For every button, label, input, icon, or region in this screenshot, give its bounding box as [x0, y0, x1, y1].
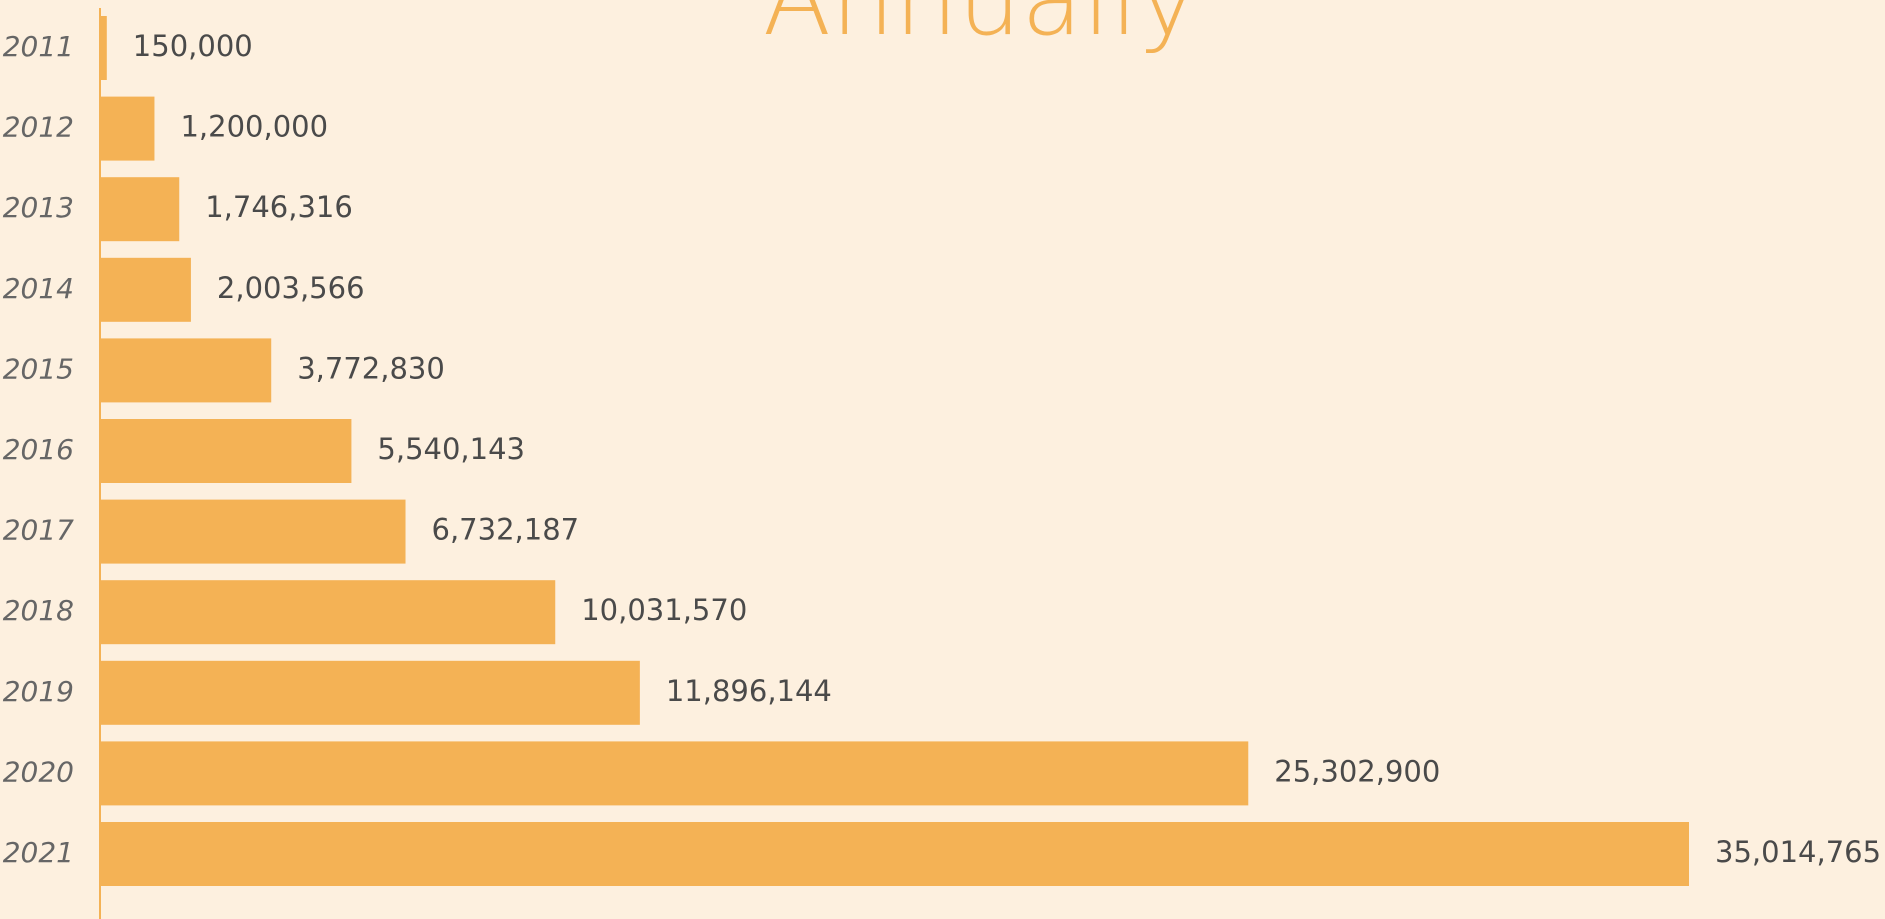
bar	[100, 499, 406, 564]
bar	[100, 338, 272, 403]
y-tick-label: 2018	[3, 594, 74, 627]
y-tick-label: 2013	[3, 191, 74, 224]
bar	[100, 16, 107, 80]
data-label: 2,003,566	[217, 271, 365, 305]
chart-title: Annually	[763, 0, 1198, 58]
data-label: 10,031,570	[581, 593, 747, 627]
bar	[100, 177, 180, 242]
data-label: 11,896,144	[666, 674, 832, 708]
data-label: 6,732,187	[432, 513, 580, 547]
y-tick-label: 2020	[3, 755, 74, 788]
y-tick-label: 2019	[3, 675, 74, 708]
data-label: 35,014,765	[1715, 835, 1881, 869]
data-label: 1,200,000	[180, 110, 328, 144]
bar	[100, 96, 155, 161]
bar	[100, 580, 556, 645]
bar	[100, 257, 191, 322]
data-label: 25,302,900	[1274, 754, 1440, 788]
bar	[100, 822, 1689, 886]
bar	[100, 419, 352, 483]
data-label: 3,772,830	[297, 351, 445, 385]
data-label: 5,540,143	[377, 432, 525, 466]
y-tick-label: 2017	[3, 514, 74, 547]
y-tick-label: 2012	[3, 111, 74, 144]
y-tick-label: 2014	[3, 272, 74, 305]
y-tick-label: 2011	[3, 30, 74, 63]
y-tick-label: 2016	[3, 433, 74, 466]
y-tick-label: 2021	[3, 836, 74, 869]
data-label: 150,000	[133, 29, 253, 63]
bar	[100, 741, 1249, 806]
y-tick-label: 2015	[3, 352, 74, 385]
bar	[100, 660, 640, 725]
data-label: 1,746,316	[205, 190, 353, 224]
